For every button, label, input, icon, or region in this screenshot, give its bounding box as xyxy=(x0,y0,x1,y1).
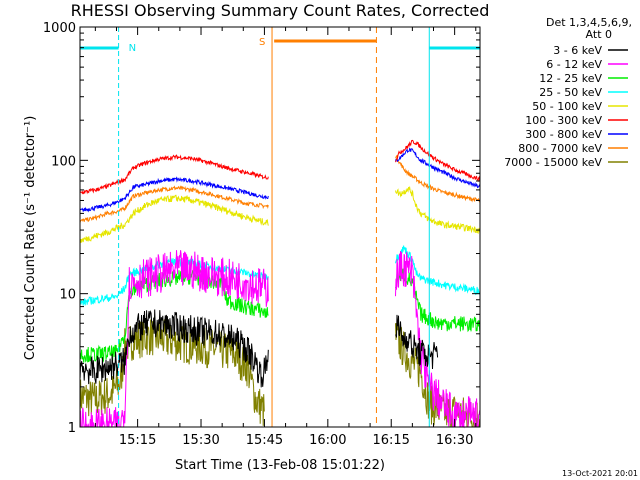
plot-frame xyxy=(79,26,481,428)
series-line-6-a xyxy=(79,176,269,213)
legend-label-2: 12 - 25 keV xyxy=(539,72,602,85)
legend-label-1: 6 - 12 keV xyxy=(546,58,602,71)
y-axis-label: Corrected Count Rate (s⁻¹ detector⁻¹) xyxy=(23,116,38,361)
x-tick-label-0: 15:15 xyxy=(119,433,156,448)
legend-label-3: 25 - 50 keV xyxy=(539,86,602,99)
legend-label-0: 3 - 6 keV xyxy=(553,44,602,57)
series-line-1-a xyxy=(79,250,269,428)
x-axis-label: Start Time (13-Feb-08 15:01:22) xyxy=(175,458,385,473)
axes: 1 10 100 1000 15:15 15:30 15:45 16:00 16:15 16:30 xyxy=(43,21,481,448)
x-tick-label-5: 16:30 xyxy=(436,433,473,448)
y-tick-label-2: 100 xyxy=(51,154,76,169)
saa-marker-label: S xyxy=(259,37,265,48)
y-tick-label-1: 10 xyxy=(59,288,76,303)
legend-label-6: 300 - 800 keV xyxy=(525,128,602,141)
legend-label-8: 7000 - 15000 keV xyxy=(504,156,602,169)
night-marker-label: N xyxy=(129,43,136,54)
series-line-8-a xyxy=(79,317,265,426)
x-tick-label-2: 15:45 xyxy=(246,433,283,448)
series-line-2-b xyxy=(395,268,481,333)
series-line-7-a xyxy=(79,185,269,223)
x-tick-label-1: 15:30 xyxy=(182,433,219,448)
series-line-5-b xyxy=(395,139,481,183)
series-line-5-a xyxy=(79,154,269,195)
series-line-3-b xyxy=(395,245,481,296)
legend-label-5: 100 - 300 keV xyxy=(525,114,602,127)
y-tick-label-3: 1000 xyxy=(43,21,76,36)
timestamp: 13-Oct-2021 20:01 xyxy=(562,469,638,478)
series-line-6-b xyxy=(395,147,481,189)
legend-label-7: 800 - 7000 keV xyxy=(518,142,602,155)
chart-title: RHESSI Observing Summary Count Rates, Co… xyxy=(71,1,490,20)
series-line-4-a xyxy=(79,194,269,244)
legend-header-line2: Att 0 xyxy=(586,28,612,41)
x-tick-label-4: 16:15 xyxy=(372,433,409,448)
legend-header-line1: Det 1,3,4,5,6,9, xyxy=(546,16,632,29)
series-line-0-a xyxy=(79,309,269,388)
series-line-0-b xyxy=(395,314,439,370)
series-line-4-b xyxy=(395,185,481,235)
plot-area: NS xyxy=(79,27,481,429)
y-tick-label-0: 1 xyxy=(68,421,76,436)
x-tick-label-3: 16:00 xyxy=(309,433,346,448)
series-line-7-b xyxy=(395,154,481,203)
legend-label-4: 50 - 100 keV xyxy=(532,100,602,113)
series-line-1-b xyxy=(395,250,481,429)
